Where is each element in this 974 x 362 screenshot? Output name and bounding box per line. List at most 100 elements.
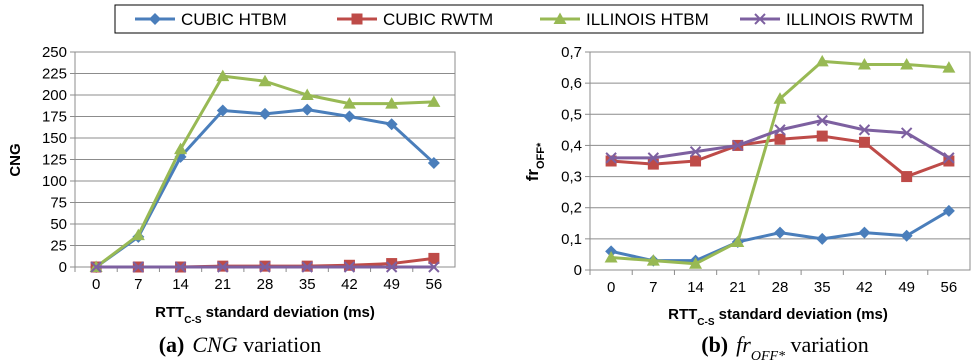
data-point: [816, 130, 828, 142]
data-point: [900, 229, 913, 242]
data-point: [731, 235, 745, 247]
y-tick-label: 0,6: [561, 75, 582, 92]
series-group: [89, 69, 441, 273]
x-tick-label: 56: [426, 276, 443, 293]
data-point: [427, 156, 440, 169]
x-tick-labels: 0 7 14 21 28 35 42 49 56: [74, 267, 443, 293]
data-point: [774, 133, 786, 145]
data-point: [943, 155, 955, 167]
data-point: [216, 69, 230, 82]
data-point: [216, 104, 229, 117]
data-point: [132, 261, 145, 273]
y-axis-title: CNG: [7, 143, 24, 176]
legend-label: CUBIC RWTM: [383, 10, 493, 29]
data-point: [259, 107, 271, 120]
y-tick-label: 0,1: [561, 231, 582, 248]
y-tick-label: 0,2: [561, 200, 582, 217]
legend: CUBIC HTBM CUBIC RWTM ILLINOIS HTBM ILLINOI…: [114, 4, 924, 34]
data-point: [774, 226, 786, 239]
series-group: [604, 54, 956, 269]
legend-label: ILLINOIS HTBM: [586, 10, 709, 29]
data-point: [258, 74, 272, 87]
data-point: [342, 97, 356, 109]
legend-marker-triangle: [553, 12, 567, 24]
y-tick-label: 75: [50, 195, 67, 212]
x-tick-label: 14: [687, 279, 704, 296]
y-tick-label: 0: [59, 259, 67, 276]
x-tick-label: 28: [772, 279, 789, 296]
data-point: [732, 139, 744, 152]
data-point: [942, 204, 955, 217]
y-axis-title: frOFF*: [523, 142, 547, 181]
x-tick-labels: 0 7 14 21 28 35 42 49 56: [589, 270, 957, 296]
y-tick-label: 0,4: [561, 137, 582, 154]
data-point: [428, 252, 440, 264]
x-tick-label: 7: [649, 279, 657, 296]
data-point: [690, 155, 702, 167]
x-tick-label: 7: [134, 276, 142, 293]
y-tick-label: 150: [42, 130, 67, 147]
x-axis-title: RTTC-S standard deviation (ms): [668, 306, 888, 328]
data-point: [343, 259, 355, 271]
x-tick-label: 42: [856, 279, 873, 296]
x-tick-label: 21: [729, 279, 746, 296]
y-tick-label: 25: [50, 238, 67, 255]
x-tick-label: 35: [814, 279, 831, 296]
y-tick-labels: 0 0,1 0,2 0,3 0,4 0,5 0,6 0,7: [561, 44, 582, 279]
chart-cng: 0 25 50 75 100 125 150 175 200 225 250 0 7 14 21 28 35 4…: [7, 44, 456, 326]
data-point: [386, 258, 398, 270]
x-tick-label: 21: [214, 276, 231, 293]
y-tick-label: 0,7: [561, 44, 582, 61]
x-tick-label: 0: [92, 276, 100, 293]
series-illinois-htbm: [89, 69, 441, 272]
gridlines: [585, 51, 970, 271]
legend-marker-square: [351, 13, 363, 25]
data-point: [174, 261, 187, 273]
x-tick-label: 28: [257, 276, 274, 293]
data-point: [301, 103, 314, 116]
legend-item-cubic-rwtm: CUBIC RWTM: [337, 10, 493, 29]
x-tick-label: 49: [898, 279, 915, 296]
y-tick-label: 0,5: [561, 106, 582, 123]
y-tick-label: 0,3: [561, 169, 582, 186]
y-tick-label: 225: [42, 66, 67, 83]
data-point: [343, 261, 356, 273]
data-point: [815, 54, 829, 67]
x-axis-title: RTTC-S standard deviation (ms): [155, 304, 375, 326]
data-point: [427, 95, 441, 107]
series-illinois-htbm: [604, 54, 956, 269]
x-tick-label: 14: [172, 276, 189, 293]
y-tick-label: 250: [42, 44, 67, 61]
data-point: [774, 124, 786, 136]
data-point: [942, 61, 956, 73]
x-tick-label: 35: [299, 276, 316, 293]
data-point: [259, 261, 271, 273]
data-point: [901, 171, 913, 183]
x-tick-label: 42: [341, 276, 358, 293]
legend-marker-x: [754, 13, 766, 25]
series-illinois-rwtm: [605, 114, 955, 164]
y-tick-label: 125: [42, 152, 67, 169]
data-point: [943, 152, 955, 164]
legend-label: CUBIC HTBM: [181, 10, 287, 29]
data-point: [646, 254, 660, 266]
data-point: [428, 261, 440, 273]
caption-a: (a) CNG variation: [159, 332, 322, 357]
legend-entries: CUBIC HTBM CUBIC RWTM ILLINOIS HTBM ILLINOI…: [135, 10, 913, 29]
legend-marker-diamond: [149, 13, 161, 25]
data-point: [900, 127, 913, 139]
y-tick-labels: 0 25 50 75 100 125 150 175 200 225 250: [42, 44, 67, 276]
data-point: [174, 142, 188, 155]
data-point: [300, 88, 314, 100]
data-point: [131, 228, 145, 241]
data-point: [900, 57, 914, 70]
data-point: [647, 158, 659, 170]
y-tick-label: 175: [42, 109, 67, 126]
caption-b: (b) frOFF* variation: [701, 332, 869, 362]
y-tick-label: 200: [42, 87, 67, 104]
data-point: [689, 257, 703, 269]
chart-fr-off: 00,10,20,30,40,50,60,7 0 7 14 21 28 35 42 49 56 …: [523, 44, 971, 328]
data-point: [647, 152, 660, 164]
data-point: [857, 57, 871, 70]
